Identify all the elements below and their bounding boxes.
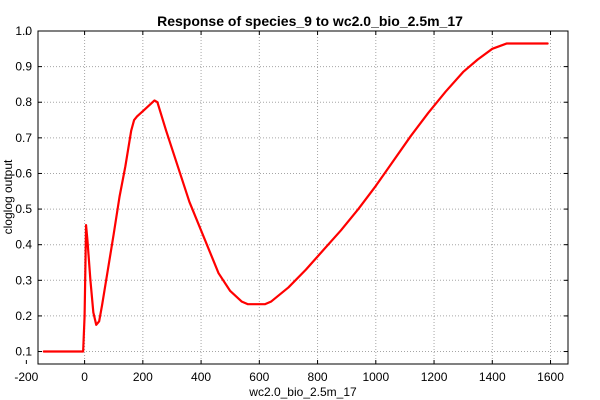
x-tick-label: 1200 bbox=[421, 370, 448, 384]
y-tick-label: 0.9 bbox=[15, 60, 32, 74]
y-tick-label: 0.6 bbox=[15, 166, 32, 180]
response-curve bbox=[42, 42, 549, 353]
y-tick-label: 0.7 bbox=[15, 131, 32, 145]
grid bbox=[38, 30, 568, 364]
series-layer bbox=[42, 42, 549, 353]
x-tick-label: 0 bbox=[81, 370, 88, 384]
x-tick-label: -200 bbox=[14, 370, 38, 384]
plot-frame bbox=[37, 30, 569, 365]
y-tick-label: 1.0 bbox=[15, 24, 32, 38]
y-tick-label: 0.4 bbox=[15, 238, 32, 252]
y-tick-label: 0.8 bbox=[15, 95, 32, 109]
y-tick-label: 0.2 bbox=[15, 309, 32, 323]
chart-title: Response of species_9 to wc2.0_bio_2.5m_… bbox=[157, 13, 463, 29]
x-tick-label: 200 bbox=[133, 370, 153, 384]
x-tick-label: 1600 bbox=[537, 370, 564, 384]
x-tick-label: 1400 bbox=[479, 370, 506, 384]
y-tick-label: 0.5 bbox=[15, 202, 32, 216]
x-tick-label: 400 bbox=[191, 370, 211, 384]
x-axis-label: wc2.0_bio_2.5m_17 bbox=[248, 385, 357, 399]
x-tick-label: 800 bbox=[308, 370, 328, 384]
x-tick-label: 1000 bbox=[362, 370, 389, 384]
x-tick-label: 600 bbox=[249, 370, 269, 384]
y-tick-label: 0.1 bbox=[15, 345, 32, 359]
axis-ticks: -200 0 200 400 600 800 1000 1200 1400 1600 0.1 0.2 0… bbox=[14, 24, 568, 384]
y-tick-label: 0.3 bbox=[15, 273, 32, 287]
y-axis-label: cloglog output bbox=[1, 159, 15, 234]
